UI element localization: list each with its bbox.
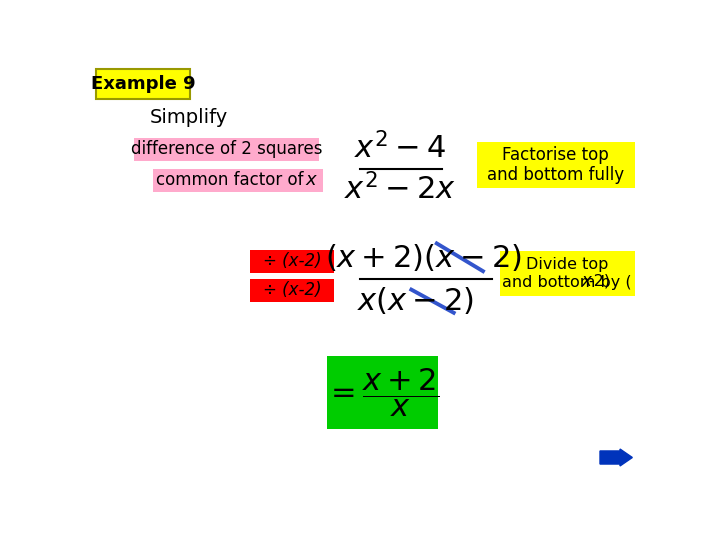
FancyBboxPatch shape bbox=[96, 70, 190, 99]
Text: difference of 2 squares: difference of 2 squares bbox=[131, 140, 323, 159]
Text: $x(x-2)$: $x(x-2)$ bbox=[356, 285, 474, 316]
FancyArrow shape bbox=[600, 449, 632, 466]
Text: $x$: $x$ bbox=[305, 171, 318, 190]
FancyBboxPatch shape bbox=[250, 279, 334, 302]
Text: $(x+2)(x-2)$: $(x+2)(x-2)$ bbox=[325, 242, 521, 273]
FancyBboxPatch shape bbox=[250, 249, 334, 273]
Text: $=\dfrac{x+2}{x}$: $=\dfrac{x+2}{x}$ bbox=[325, 366, 440, 418]
Text: $x^{2}-4$: $x^{2}-4$ bbox=[354, 132, 446, 164]
Text: common factor of: common factor of bbox=[156, 171, 308, 190]
Text: $x$: $x$ bbox=[581, 272, 593, 290]
Text: Factorise top
and bottom fully: Factorise top and bottom fully bbox=[487, 145, 624, 184]
Text: $x^{2}-2x$: $x^{2}-2x$ bbox=[344, 173, 456, 206]
Text: -2): -2) bbox=[588, 274, 610, 289]
Text: Divide top
and bottom by (: Divide top and bottom by ( bbox=[503, 257, 632, 289]
FancyBboxPatch shape bbox=[134, 138, 319, 161]
FancyBboxPatch shape bbox=[327, 356, 438, 429]
Text: Simplify: Simplify bbox=[150, 107, 228, 127]
FancyBboxPatch shape bbox=[500, 251, 634, 296]
FancyBboxPatch shape bbox=[153, 168, 323, 192]
FancyBboxPatch shape bbox=[477, 142, 634, 188]
Text: ÷ (x-2): ÷ (x-2) bbox=[263, 252, 321, 270]
Text: Example 9: Example 9 bbox=[91, 75, 196, 93]
Text: ÷ (x-2): ÷ (x-2) bbox=[263, 281, 321, 299]
